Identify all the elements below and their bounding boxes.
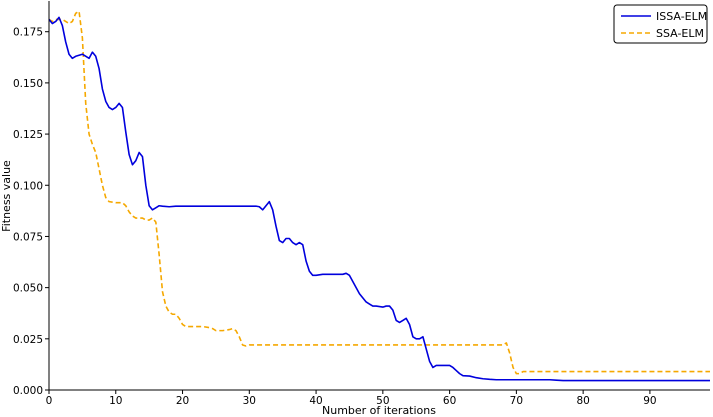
series-line-ssa-elm	[48, 10, 710, 375]
plot-area	[48, 10, 710, 382]
y-tick-label: 0.075	[13, 231, 43, 243]
y-tick-label: 0.125	[13, 129, 43, 141]
x-tick-label: 40	[309, 395, 322, 407]
x-axis-label: Number of iterations	[322, 404, 436, 417]
x-tick-label: 90	[643, 395, 656, 407]
x-tick-label: 80	[576, 395, 589, 407]
y-ticks: 0.000 0.025 0.050 0.075 0.100 0.125 0.150 0.175	[13, 27, 49, 397]
y-tick-label: 0.025	[13, 334, 43, 346]
x-ticks: 0 10 20 30 40 50 60 70 80 90	[46, 390, 657, 407]
y-tick-label: 0.050	[13, 283, 43, 295]
x-tick-label: 10	[109, 395, 122, 407]
y-tick-label: 0.000	[13, 385, 43, 397]
legend-label-ssa-elm: SSA-ELM	[656, 27, 704, 40]
x-tick-label: 70	[510, 395, 523, 407]
legend: ISSA-ELM SSA-ELM	[613, 4, 708, 44]
x-tick-label: 50	[376, 395, 389, 407]
x-tick-label: 20	[176, 395, 189, 407]
x-tick-label: 60	[443, 395, 456, 407]
series-line-issa-elm	[48, 16, 710, 382]
y-axis-label: Fitness value	[0, 160, 13, 232]
y-tick-label: 0.150	[13, 78, 43, 90]
y-tick-label: 0.175	[13, 27, 43, 39]
y-tick-label: 0.100	[13, 180, 43, 192]
legend-label-issa-elm: ISSA-ELM	[656, 10, 707, 23]
x-tick-label: 0	[46, 395, 53, 407]
x-tick-label: 30	[243, 395, 256, 407]
